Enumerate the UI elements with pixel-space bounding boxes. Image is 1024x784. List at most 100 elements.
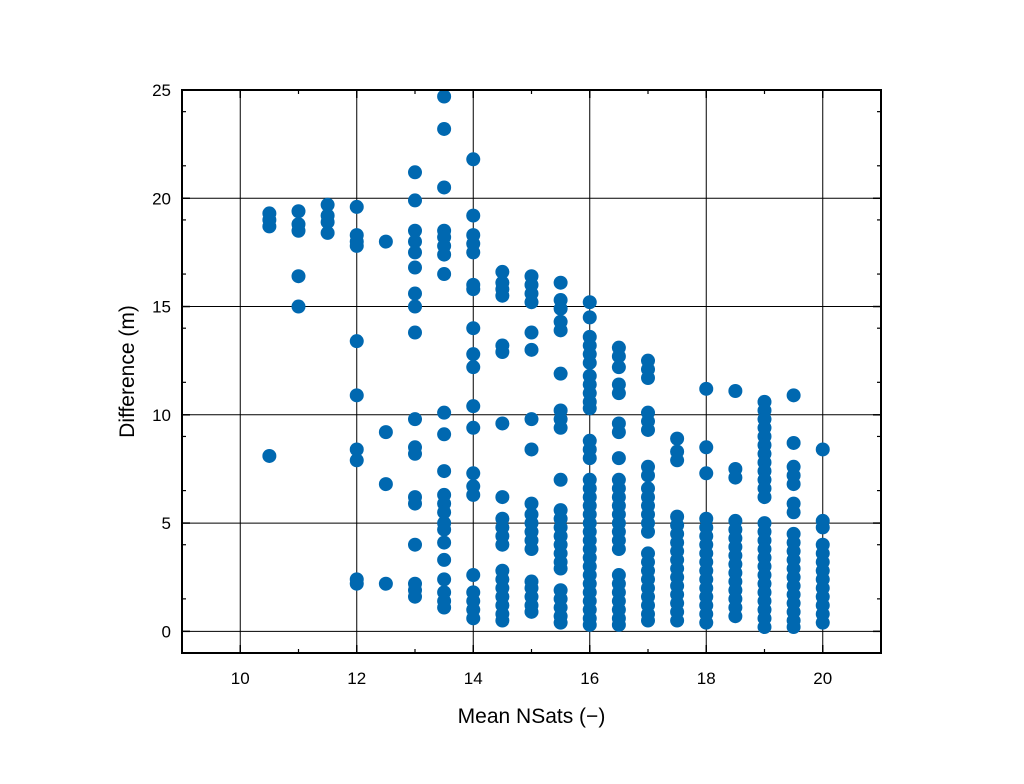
y-axis-label: Difference (m)	[116, 305, 139, 438]
data-point	[699, 615, 714, 630]
data-point	[437, 600, 452, 615]
data-point	[378, 576, 393, 591]
data-point	[495, 345, 510, 360]
y-tick-label: 25	[152, 81, 171, 100]
data-point	[466, 420, 481, 435]
data-point	[524, 342, 539, 357]
data-point	[815, 615, 830, 630]
data-point	[320, 225, 335, 240]
data-point	[437, 505, 452, 520]
data-point	[466, 245, 481, 260]
data-point	[553, 615, 568, 630]
data-point	[582, 295, 597, 310]
data-point	[611, 386, 626, 401]
data-point	[524, 604, 539, 619]
data-point	[408, 299, 422, 314]
data-point	[466, 360, 481, 375]
data-point	[466, 399, 481, 414]
data-point	[349, 442, 364, 457]
data-point	[524, 325, 539, 340]
data-point	[320, 197, 335, 212]
y-tick-label: 10	[152, 406, 171, 425]
data-point	[408, 165, 422, 180]
data-point	[408, 193, 422, 208]
data-point	[553, 472, 568, 487]
data-point	[699, 466, 714, 481]
x-tick-label: 12	[347, 669, 366, 688]
x-tick-labels: 10 12 14 16 18 20	[231, 669, 832, 688]
axis-ticks	[181, 89, 882, 654]
data-point	[524, 412, 539, 427]
data-point	[495, 613, 510, 628]
data-point	[466, 282, 481, 297]
data-point	[437, 89, 452, 104]
data-point	[699, 381, 714, 396]
data-point	[524, 542, 539, 557]
data-point	[437, 405, 452, 420]
data-point	[349, 453, 364, 468]
data-point	[495, 416, 510, 431]
data-point	[699, 440, 714, 455]
data-point	[786, 435, 801, 450]
data-point	[408, 245, 422, 260]
x-tick-label: 10	[231, 669, 250, 688]
data-point	[262, 219, 277, 234]
data-point	[728, 383, 743, 398]
data-point	[349, 576, 364, 591]
data-point	[641, 422, 655, 437]
data-point	[611, 349, 626, 364]
data-point	[815, 442, 830, 457]
data-point	[582, 310, 597, 325]
data-point	[437, 522, 452, 537]
data-point	[437, 247, 452, 262]
data-point	[408, 260, 422, 275]
data-point	[466, 321, 481, 336]
data-point	[466, 568, 481, 583]
data-point	[757, 620, 772, 635]
data-point	[670, 431, 685, 446]
data-point	[408, 496, 422, 511]
data-point	[815, 520, 830, 535]
data-point	[262, 448, 277, 463]
data-point	[524, 295, 539, 310]
data-point	[757, 490, 772, 505]
data-point	[495, 264, 510, 279]
data-point	[378, 477, 393, 492]
data-point	[437, 121, 452, 136]
data-point	[349, 388, 364, 403]
data-point	[466, 152, 481, 167]
data-point	[524, 442, 539, 457]
data-point	[408, 286, 422, 301]
data-point	[611, 617, 626, 632]
data-point	[349, 334, 364, 349]
data-point	[437, 427, 452, 442]
x-tick-label: 16	[580, 669, 599, 688]
data-point	[466, 347, 481, 362]
data-point	[291, 223, 306, 238]
data-point	[553, 420, 568, 435]
data-point	[582, 355, 597, 370]
data-point	[437, 535, 452, 550]
data-point	[641, 524, 655, 539]
data-point	[437, 572, 452, 587]
data-point	[437, 552, 452, 567]
data-point	[553, 323, 568, 338]
y-tick-label: 15	[152, 298, 171, 317]
data-point	[582, 617, 597, 632]
data-point	[437, 267, 452, 282]
data-point	[495, 537, 510, 552]
data-point	[495, 288, 510, 303]
y-tick-label: 5	[162, 514, 171, 533]
y-tick-label: 0	[162, 622, 171, 641]
data-point	[728, 609, 743, 624]
data-point	[641, 370, 655, 385]
data-point	[408, 325, 422, 340]
data-point	[378, 425, 393, 440]
data-point	[291, 204, 306, 219]
data-point	[378, 234, 393, 249]
data-point	[466, 611, 481, 626]
data-point	[408, 446, 422, 461]
data-points	[262, 89, 830, 635]
